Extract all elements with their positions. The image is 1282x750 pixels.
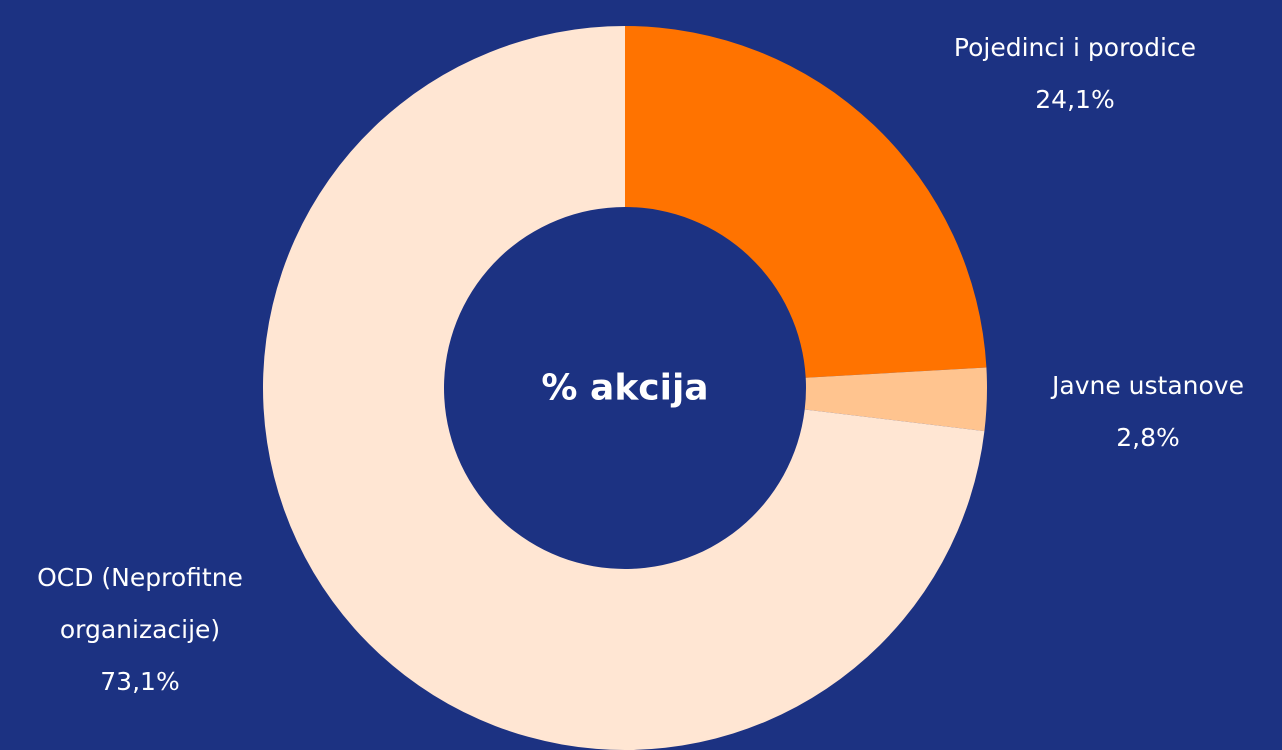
- slice-label: Javne ustanove 2,8%: [998, 360, 1282, 464]
- donut-slice: [625, 26, 987, 378]
- category-label: OCD (Neprofitne organizacije): [37, 563, 243, 644]
- donut-slice: [804, 367, 987, 432]
- value-label: 2,8%: [1116, 423, 1180, 452]
- center-label: % akcija: [541, 367, 709, 409]
- value-label: 73,1%: [100, 667, 180, 696]
- category-label: Pojedinci i porodice: [953, 33, 1197, 62]
- value-label: 24,1%: [1035, 85, 1115, 114]
- category-label: Javne ustanove: [1052, 371, 1244, 400]
- slice-label: Pojedinci i porodice 24,1%: [875, 22, 1275, 126]
- donut-slice: [263, 26, 985, 750]
- slice-label: OCD (Neprofitne organizacije) 73,1%: [5, 552, 275, 708]
